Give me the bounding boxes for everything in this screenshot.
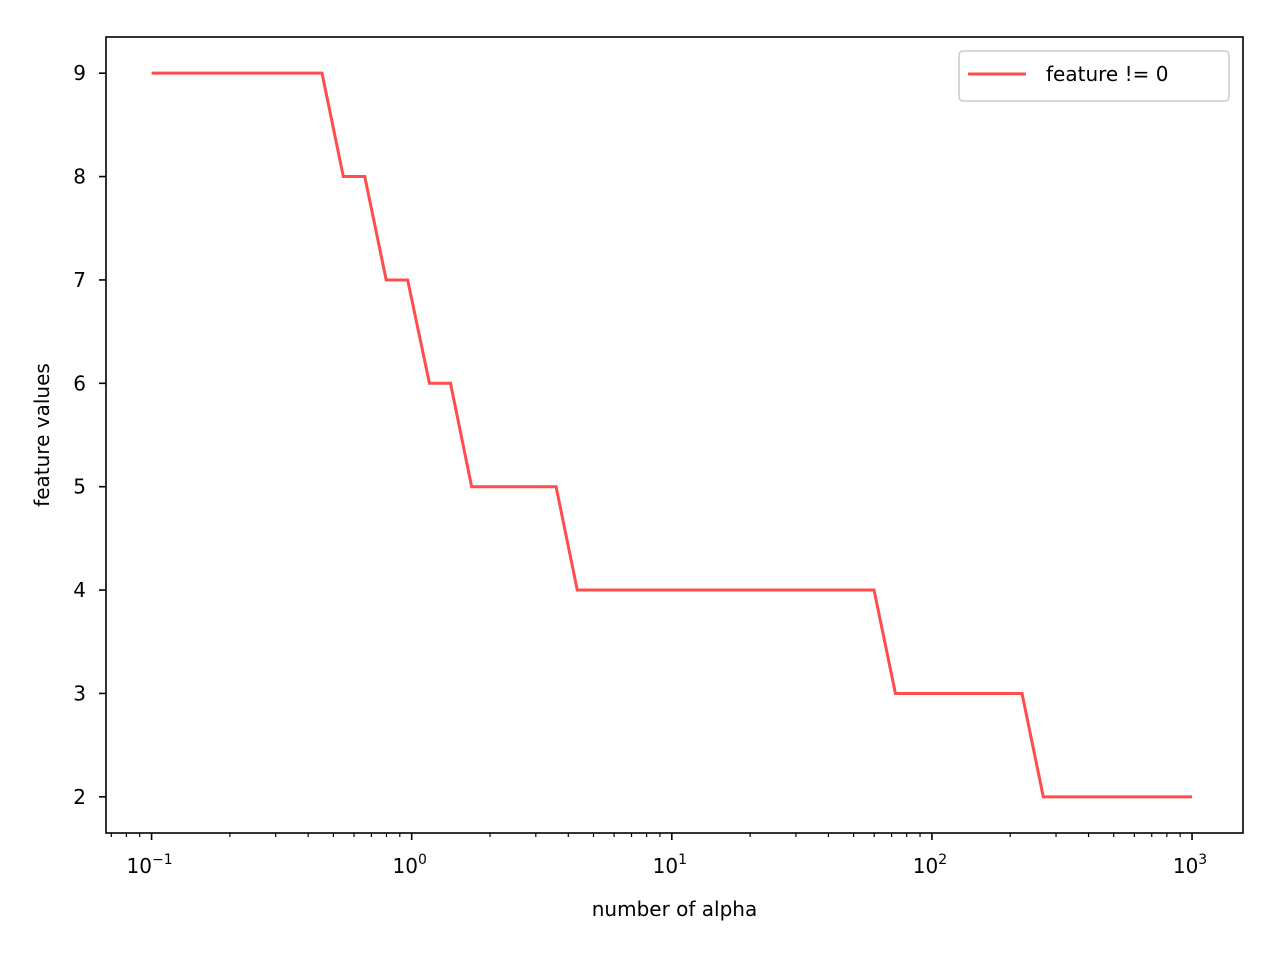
- y-tick-label: 7: [73, 268, 86, 292]
- x-tick-label: 103: [1173, 852, 1207, 878]
- y-tick-label: 3: [73, 681, 86, 705]
- y-axis-ticks: 2 3 4 5 6 7 8 9: [73, 61, 106, 809]
- x-tick-label: 101: [653, 852, 687, 878]
- y-axis-label: feature values: [30, 363, 54, 507]
- y-tick-label: 2: [73, 785, 86, 809]
- x-tick-label: 102: [913, 852, 947, 878]
- legend-label-feature: feature != 0: [1046, 62, 1168, 86]
- x-axis-ticks: 10−1 100 101 102 103: [110, 833, 1207, 878]
- legend: feature != 0: [958, 50, 1230, 102]
- y-tick-label: 5: [73, 475, 86, 499]
- x-tick-label: 10−1: [127, 852, 173, 878]
- y-tick-label: 6: [73, 371, 86, 395]
- series-line-0: [151, 71, 1193, 799]
- y-tick-label: 8: [73, 165, 86, 189]
- plot-area-frame: [105, 36, 1244, 834]
- legend-frame: [958, 50, 1230, 102]
- y-tick-label: 4: [73, 578, 86, 602]
- series-layer: [151, 71, 1193, 799]
- x-tick-label: 100: [393, 852, 427, 878]
- y-tick-label: 9: [73, 61, 86, 85]
- x-axis-label: number of alpha: [592, 897, 758, 921]
